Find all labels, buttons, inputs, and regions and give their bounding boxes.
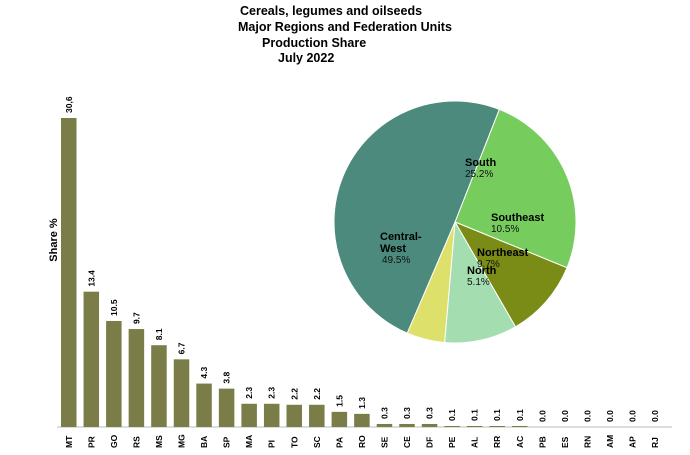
bar-TO — [286, 404, 302, 427]
bar-PA — [331, 411, 348, 427]
bar-value-MA: 2.3 — [244, 387, 254, 399]
bar-category-RN: RN — [582, 436, 592, 448]
pie-slice-northeast — [444, 220, 517, 344]
bar-category-PI: PI — [267, 440, 277, 448]
bar-category-RR: RR — [492, 436, 502, 448]
bar-category-DF: DF — [425, 437, 435, 448]
bar-value-SP: 3.8 — [222, 372, 232, 384]
bar-SP — [218, 388, 235, 427]
bar-PE — [444, 425, 460, 427]
bar-category-PR: PR — [86, 436, 96, 448]
bar-series: 30,6 MT 13.4 PR 10.5 GO 9.7 RS 8.1 MS 6.7 MG 4.3 BA 3.… — [57, 96, 672, 448]
chart-title-line-3: Production Share — [262, 36, 367, 50]
pie-pct-central-west: 49.5% — [382, 255, 410, 266]
bar-value-ES: 0.0 — [560, 410, 570, 422]
pie-pct-north: 5.1% — [467, 277, 490, 288]
pie-pct-south: 25.2% — [465, 169, 493, 180]
bar-category-RO: RO — [357, 435, 367, 448]
bar-value-MG: 6.7 — [177, 342, 187, 354]
bar-RS — [128, 329, 145, 427]
chart-title-line-1: Cereals, legumes and oilseeds — [240, 4, 423, 18]
bar-value-SE: 0.3 — [379, 407, 389, 419]
bar-value-AL: 0.1 — [470, 409, 480, 421]
pie-slice-southeast — [453, 220, 568, 328]
pie-label-central-west-line-1: Central- — [380, 231, 422, 243]
bar-MA — [241, 403, 257, 427]
bar-SE — [376, 423, 393, 427]
bar-category-BA: BA — [199, 436, 209, 448]
bar-category-SC: SC — [312, 436, 322, 448]
bar-value-PR: 13.4 — [86, 270, 96, 287]
bar-category-SE: SE — [379, 436, 389, 448]
bar-value-RN: 0.0 — [582, 410, 592, 422]
bar-category-MS: MS — [154, 435, 164, 448]
bar-category-PB: PB — [537, 436, 547, 448]
bar-value-TO: 2.2 — [289, 388, 299, 400]
pie-slice-central-west — [333, 100, 500, 334]
bar-category-RS: RS — [131, 436, 141, 448]
bar-value-SC: 2.2 — [312, 388, 322, 400]
bar-value-BA: 4.3 — [199, 366, 209, 378]
bar-value-PI: 2.3 — [267, 387, 277, 399]
pie-pct-northeast: 9.7% — [477, 259, 500, 270]
bar-category-CE: CE — [402, 436, 412, 448]
bar-value-PE: 0.1 — [447, 409, 457, 421]
bar-category-RJ: RJ — [650, 437, 660, 448]
bar-category-SP: SP — [222, 436, 232, 448]
chart-title-line-4: July 2022 — [278, 51, 335, 65]
pie-label-southeast: Southeast — [491, 212, 545, 224]
bar-AL — [466, 425, 483, 427]
bar-value-CE: 0.3 — [402, 407, 412, 419]
bar-value-MT: 30,6 — [64, 96, 74, 113]
bar-category-TO: TO — [289, 436, 299, 448]
bar-value-RO: 1.3 — [357, 397, 367, 409]
bar-value-RR: 0.1 — [492, 409, 502, 421]
bar-category-ES: ES — [560, 436, 570, 448]
bar-MS — [151, 345, 167, 427]
pie-label-south: South — [465, 157, 496, 169]
bar-category-AL: AL — [470, 437, 480, 448]
bar-value-MS: 8.1 — [154, 328, 164, 340]
bar-PR — [83, 291, 100, 427]
y-axis-label: Share % — [48, 218, 60, 262]
bar-value-RS: 9.7 — [131, 312, 141, 324]
bar-value-PA: 1.5 — [334, 395, 344, 407]
bar-value-DF: 0.3 — [425, 407, 435, 419]
bar-GO — [106, 320, 122, 427]
pie-label-northeast: Northeast — [477, 247, 529, 259]
bar-value-AC: 0.1 — [515, 409, 525, 421]
bar-MG — [173, 359, 190, 427]
bar-AC — [512, 425, 528, 427]
bar-value-AM: 0.0 — [605, 410, 615, 422]
chart-title-line-2: Major Regions and Federation Units — [238, 20, 452, 34]
bar-category-MT: MT — [64, 435, 74, 448]
pie-pct-southeast: 10.5% — [491, 224, 519, 235]
bar-category-PA: PA — [334, 437, 344, 448]
bar-CE — [399, 423, 415, 427]
bar-category-MG: MG — [177, 434, 187, 448]
bar-category-PE: PE — [447, 436, 457, 448]
bar-MT — [61, 118, 77, 427]
bar-category-GO: GO — [109, 434, 119, 448]
bar-RO — [354, 413, 370, 427]
bar-category-AP: AP — [628, 436, 638, 448]
bar-SC — [309, 404, 325, 427]
pie-label-central-west-line-2: West — [380, 243, 406, 255]
bar-PI — [263, 403, 280, 427]
bar-value-PB: 0.0 — [537, 410, 547, 422]
bar-BA — [196, 383, 212, 427]
bar-RR — [489, 425, 505, 427]
bar-category-AC: AC — [515, 436, 525, 448]
bar-DF — [421, 423, 438, 427]
pie-slice-south — [454, 108, 577, 269]
bar-value-RJ: 0.0 — [650, 410, 660, 422]
bar-value-GO: 10.5 — [109, 299, 119, 316]
pie-label-north: North — [467, 265, 497, 277]
bar-category-AM: AM — [605, 435, 615, 448]
bar-category-MA: MA — [244, 435, 254, 448]
bar-value-AP: 0.0 — [628, 410, 638, 422]
